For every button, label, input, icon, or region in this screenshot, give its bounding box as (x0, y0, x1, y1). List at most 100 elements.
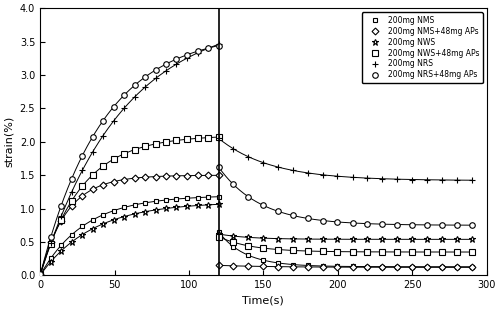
200mg NRS (334, 174, 340, 178)
200mg NMS (439, 265, 445, 268)
200mg NRS (230, 147, 236, 151)
200mg NWS (364, 237, 370, 241)
200mg NMS (334, 264, 340, 268)
200mg NMS+48mg APs (290, 265, 296, 269)
200mg NRS+48mg APs (364, 222, 370, 225)
200mg NMS (424, 265, 430, 268)
200mg NRS+48mg APs (350, 221, 356, 225)
200mg NMS+48mg APs (275, 265, 281, 268)
200mg NMS (245, 253, 251, 257)
200mg NWS (290, 237, 296, 241)
200mg NMS (454, 265, 460, 268)
200mg NWS (305, 237, 311, 241)
200mg NWS+48mg APs (394, 250, 400, 254)
200mg NMS+48mg APs (364, 265, 370, 269)
200mg NRS+48mg APs (230, 183, 236, 186)
200mg NMS+48mg APs (216, 264, 222, 267)
200mg NRS (245, 155, 251, 158)
200mg NRS (364, 176, 370, 180)
200mg NRS+48mg APs (394, 223, 400, 226)
200mg NWS (454, 237, 460, 241)
200mg NRS (469, 178, 475, 182)
200mg NRS+48mg APs (245, 195, 251, 198)
200mg NWS (230, 234, 236, 238)
200mg NMS+48mg APs (424, 265, 430, 269)
200mg NRS (394, 177, 400, 181)
X-axis label: Time(s): Time(s) (242, 296, 284, 306)
200mg NWS (439, 237, 445, 241)
200mg NWS+48mg APs (334, 250, 340, 254)
200mg NWS (275, 237, 281, 241)
200mg NWS+48mg APs (260, 246, 266, 250)
200mg NMS (469, 265, 475, 268)
200mg NWS+48mg APs (216, 235, 222, 238)
Legend: 200mg NMS, 200mg NMS+48mg APs, 200mg NWS, 200mg NWS+48mg APs, 200mg NRS, 200mg N: 200mg NMS, 200mg NMS+48mg APs, 200mg NWS… (362, 12, 483, 83)
200mg NRS+48mg APs (409, 223, 415, 227)
200mg NWS+48mg APs (409, 250, 415, 254)
200mg NMS (216, 230, 222, 234)
200mg NRS (424, 178, 430, 182)
Line: 200mg NRS+48mg APs: 200mg NRS+48mg APs (216, 164, 474, 228)
200mg NWS+48mg APs (454, 250, 460, 254)
200mg NMS+48mg APs (394, 265, 400, 269)
Line: 200mg NWS: 200mg NWS (215, 231, 475, 243)
200mg NMS (305, 264, 311, 267)
200mg NMS+48mg APs (305, 265, 311, 269)
200mg NWS+48mg APs (364, 250, 370, 254)
200mg NMS+48mg APs (469, 265, 475, 269)
200mg NMS (275, 261, 281, 265)
200mg NWS (216, 232, 222, 236)
200mg NWS+48mg APs (275, 248, 281, 251)
200mg NMS (320, 264, 326, 268)
200mg NRS (439, 178, 445, 182)
200mg NMS (409, 265, 415, 268)
200mg NWS+48mg APs (350, 250, 356, 254)
200mg NMS+48mg APs (230, 264, 236, 268)
200mg NRS (409, 178, 415, 181)
200mg NRS+48mg APs (305, 217, 311, 220)
200mg NWS+48mg APs (320, 250, 326, 253)
200mg NRS (379, 177, 385, 180)
200mg NWS (245, 236, 251, 239)
200mg NMS (364, 265, 370, 268)
200mg NWS+48mg APs (230, 240, 236, 244)
200mg NWS+48mg APs (379, 250, 385, 254)
Line: 200mg NMS: 200mg NMS (216, 230, 474, 269)
200mg NMS (260, 258, 266, 262)
200mg NWS (469, 237, 475, 241)
200mg NRS (216, 137, 222, 140)
200mg NMS (230, 245, 236, 249)
200mg NWS+48mg APs (424, 250, 430, 254)
200mg NRS+48mg APs (334, 220, 340, 224)
200mg NMS+48mg APs (245, 264, 251, 268)
200mg NMS (394, 265, 400, 268)
200mg NRS+48mg APs (469, 223, 475, 227)
200mg NMS+48mg APs (350, 265, 356, 269)
200mg NRS (275, 165, 281, 169)
200mg NWS (334, 237, 340, 241)
200mg NWS+48mg APs (439, 250, 445, 254)
200mg NWS+48mg APs (305, 249, 311, 253)
200mg NWS (379, 237, 385, 241)
200mg NMS (379, 265, 385, 268)
200mg NMS+48mg APs (260, 265, 266, 268)
200mg NMS+48mg APs (409, 265, 415, 269)
200mg NWS (409, 237, 415, 241)
200mg NMS (290, 263, 296, 266)
200mg NRS+48mg APs (290, 214, 296, 217)
200mg NRS+48mg APs (275, 210, 281, 213)
200mg NRS (290, 169, 296, 172)
200mg NWS+48mg APs (290, 249, 296, 252)
200mg NWS+48mg APs (469, 250, 475, 254)
200mg NRS (320, 173, 326, 177)
200mg NMS+48mg APs (439, 265, 445, 269)
200mg NMS+48mg APs (454, 265, 460, 269)
200mg NRS+48mg APs (424, 223, 430, 227)
200mg NMS (350, 265, 356, 268)
Line: 200mg NRS: 200mg NRS (215, 135, 475, 184)
200mg NRS+48mg APs (260, 204, 266, 207)
200mg NMS+48mg APs (379, 265, 385, 269)
200mg NRS (260, 161, 266, 165)
200mg NMS+48mg APs (320, 265, 326, 269)
200mg NRS+48mg APs (379, 222, 385, 226)
